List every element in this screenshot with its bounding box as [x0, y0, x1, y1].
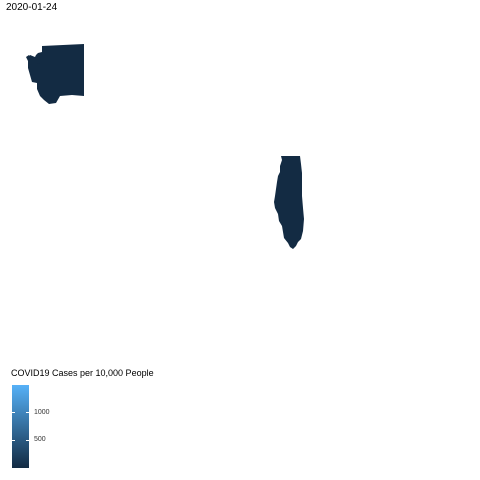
- legend-colorbar: [12, 385, 29, 468]
- legend-tick-label: 1000: [34, 408, 50, 416]
- color-legend: COVID19 Cases per 10,000 People 1000 500: [11, 368, 211, 472]
- legend-tick-mark: [12, 439, 15, 441]
- state-washington: [26, 44, 84, 104]
- map-date-title: 2020-01-24: [6, 2, 58, 13]
- legend-tick-mark: [26, 412, 29, 414]
- legend-tick-mark: [12, 412, 15, 414]
- legend-title: COVID19 Cases per 10,000 People: [11, 368, 154, 378]
- legend-tick-label: 500: [34, 436, 46, 444]
- state-illinois: [274, 156, 304, 249]
- legend-tick-mark: [26, 439, 29, 441]
